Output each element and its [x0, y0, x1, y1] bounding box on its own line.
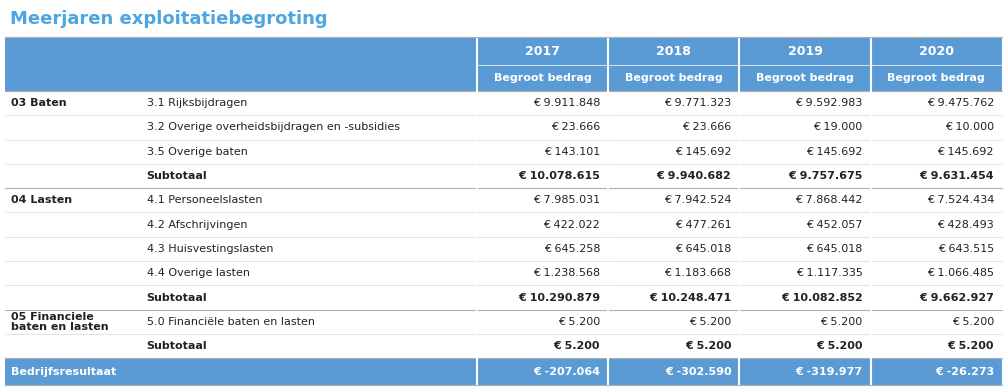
- Text: € 9.475.762: € 9.475.762: [926, 98, 993, 108]
- Text: € 428.493: € 428.493: [936, 220, 993, 230]
- Text: € 9.662.927: € 9.662.927: [918, 292, 993, 303]
- Text: € 9.940.682: € 9.940.682: [656, 171, 730, 181]
- Bar: [5, 310, 1001, 334]
- Text: € 5.200: € 5.200: [553, 341, 600, 351]
- Text: baten en lasten: baten en lasten: [11, 321, 108, 332]
- Text: € 7.985.031: € 7.985.031: [533, 195, 600, 205]
- Text: € 1.238.568: € 1.238.568: [533, 268, 600, 278]
- Text: Begroot bedrag: Begroot bedrag: [493, 73, 591, 83]
- Text: Bedrijfsresultaat: Bedrijfsresultaat: [11, 367, 116, 377]
- Text: 2018: 2018: [656, 45, 690, 58]
- Text: € 10.078.615: € 10.078.615: [518, 171, 600, 181]
- Bar: [5, 358, 1001, 385]
- Text: € 5.200: € 5.200: [558, 317, 600, 327]
- Text: 3.1 Rijksbijdragen: 3.1 Rijksbijdragen: [146, 98, 247, 108]
- Text: 2017: 2017: [525, 45, 560, 58]
- Text: € 10.082.852: € 10.082.852: [780, 292, 862, 303]
- Text: 3.5 Overige baten: 3.5 Overige baten: [146, 147, 247, 157]
- Text: € 9.771.323: € 9.771.323: [664, 98, 730, 108]
- Text: 05 Financiele: 05 Financiele: [11, 312, 93, 322]
- Text: € -302.590: € -302.590: [664, 367, 730, 377]
- Bar: [5, 188, 1001, 212]
- Text: € 1.117.335: € 1.117.335: [795, 268, 862, 278]
- Text: € 643.515: € 643.515: [937, 244, 993, 254]
- Text: 04 Lasten: 04 Lasten: [11, 195, 72, 205]
- Text: € 10.248.471: € 10.248.471: [649, 292, 730, 303]
- Text: 4.1 Personeelslasten: 4.1 Personeelslasten: [146, 195, 262, 205]
- Text: € -319.977: € -319.977: [794, 367, 862, 377]
- Text: € 5.200: € 5.200: [815, 341, 862, 351]
- Text: € 145.692: € 145.692: [674, 147, 730, 157]
- Text: 4.2 Afschrijvingen: 4.2 Afschrijvingen: [146, 220, 247, 230]
- Text: Subtotaal: Subtotaal: [146, 171, 207, 181]
- Text: Begroot bedrag: Begroot bedrag: [887, 73, 984, 83]
- Text: 5.0 Financiële baten en lasten: 5.0 Financiële baten en lasten: [146, 317, 314, 327]
- Bar: [5, 164, 1001, 188]
- Text: € 9.757.675: € 9.757.675: [787, 171, 862, 181]
- Text: € 645.018: € 645.018: [674, 244, 730, 254]
- Bar: [5, 140, 1001, 164]
- Bar: [5, 261, 1001, 285]
- Text: € 5.200: € 5.200: [819, 317, 862, 327]
- Text: € -26.273: € -26.273: [934, 367, 993, 377]
- Text: Begroot bedrag: Begroot bedrag: [624, 73, 722, 83]
- Text: € 1.066.485: € 1.066.485: [926, 268, 993, 278]
- Text: € 477.261: € 477.261: [674, 220, 730, 230]
- Text: € 9.911.848: € 9.911.848: [533, 98, 600, 108]
- Text: € 1.183.668: € 1.183.668: [664, 268, 730, 278]
- Text: € 10.000: € 10.000: [944, 122, 993, 132]
- Text: € 10.290.879: € 10.290.879: [518, 292, 600, 303]
- Text: € 19.000: € 19.000: [812, 122, 862, 132]
- Bar: [5, 115, 1001, 140]
- Text: Subtotaal: Subtotaal: [146, 292, 207, 303]
- Text: Subtotaal: Subtotaal: [146, 341, 207, 351]
- Text: € 5.200: € 5.200: [684, 341, 730, 351]
- Text: € 145.692: € 145.692: [805, 147, 862, 157]
- Text: Meerjaren exploitatiebegroting: Meerjaren exploitatiebegroting: [10, 10, 327, 28]
- Text: Begroot bedrag: Begroot bedrag: [755, 73, 854, 83]
- Text: € 7.868.442: € 7.868.442: [794, 195, 862, 205]
- Text: € 7.942.524: € 7.942.524: [663, 195, 730, 205]
- Text: € 145.692: € 145.692: [937, 147, 993, 157]
- Text: € 5.200: € 5.200: [947, 341, 993, 351]
- Text: € 5.200: € 5.200: [688, 317, 730, 327]
- Bar: [5, 37, 1001, 91]
- Bar: [5, 237, 1001, 261]
- Text: 03 Baten: 03 Baten: [11, 98, 66, 108]
- Bar: [5, 212, 1001, 237]
- Text: 2019: 2019: [787, 45, 821, 58]
- Text: € 452.057: € 452.057: [805, 220, 862, 230]
- Text: 4.4 Overige lasten: 4.4 Overige lasten: [146, 268, 250, 278]
- Bar: [5, 285, 1001, 310]
- Text: 4.3 Huisvestingslasten: 4.3 Huisvestingslasten: [146, 244, 273, 254]
- Text: € 9.631.454: € 9.631.454: [919, 171, 993, 181]
- Text: € 422.022: € 422.022: [543, 220, 600, 230]
- Text: € 645.018: € 645.018: [805, 244, 862, 254]
- Text: € 143.101: € 143.101: [544, 147, 600, 157]
- Text: € 645.258: € 645.258: [543, 244, 600, 254]
- Text: € -207.064: € -207.064: [533, 367, 600, 377]
- Text: 2020: 2020: [918, 45, 953, 58]
- Text: 3.2 Overige overheidsbijdragen en -subsidies: 3.2 Overige overheidsbijdragen en -subsi…: [146, 122, 399, 132]
- Bar: [5, 91, 1001, 115]
- Text: € 5.200: € 5.200: [951, 317, 993, 327]
- Text: € 9.592.983: € 9.592.983: [794, 98, 862, 108]
- Text: € 7.524.434: € 7.524.434: [926, 195, 993, 205]
- Bar: [5, 334, 1001, 358]
- Text: € 23.666: € 23.666: [681, 122, 730, 132]
- Text: € 23.666: € 23.666: [551, 122, 600, 132]
